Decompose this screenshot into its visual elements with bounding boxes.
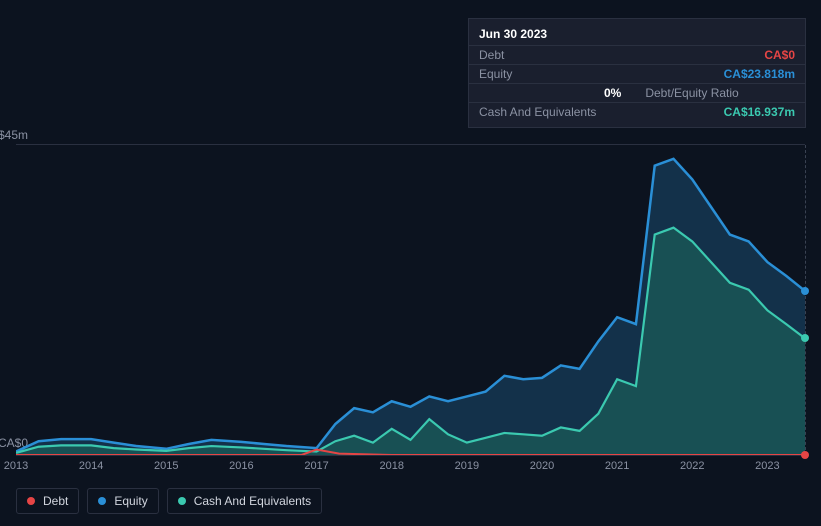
hover-marker-line	[805, 145, 806, 455]
tooltip-row-label: Debt	[479, 48, 504, 62]
series-end-marker	[801, 287, 809, 295]
tooltip-row: Debt CA$0	[469, 45, 805, 64]
x-axis: 2013201420152016201720182019202020212022…	[16, 456, 805, 476]
tooltip-row: Equity CA$23.818m	[469, 64, 805, 83]
tooltip-row: Cash And Equivalents CA$16.937m	[469, 102, 805, 121]
legend-item-debt[interactable]: Debt	[16, 488, 79, 514]
tooltip-row-label: Cash And Equivalents	[479, 105, 596, 119]
tooltip-row-value: CA$23.818m	[724, 67, 795, 81]
chart-legend: Debt Equity Cash And Equivalents	[16, 488, 322, 514]
x-axis-tick: 2018	[379, 460, 403, 472]
legend-item-equity[interactable]: Equity	[87, 488, 158, 514]
financial-chart: CA$45m CA$0 2013201420152016201720182019…	[16, 124, 805, 476]
tooltip-row-value: CA$16.937m	[724, 105, 795, 119]
tooltip-row: 0% Debt/Equity Ratio	[469, 83, 805, 102]
legend-dot-icon	[178, 497, 186, 505]
tooltip-row-value: CA$0	[764, 48, 795, 62]
x-axis-tick: 2014	[79, 460, 103, 472]
x-axis-tick: 2013	[4, 460, 28, 472]
x-axis-tick: 2017	[304, 460, 328, 472]
x-axis-tick: 2021	[605, 460, 629, 472]
series-end-marker	[801, 334, 809, 342]
x-axis-tick: 2019	[455, 460, 479, 472]
chart-svg	[16, 145, 805, 455]
legend-label: Debt	[43, 494, 68, 508]
x-axis-tick: 2023	[755, 460, 779, 472]
tooltip-ratio-label: Debt/Equity Ratio	[645, 86, 738, 100]
chart-tooltip: Jun 30 2023 Debt CA$0 Equity CA$23.818m 0% D…	[468, 18, 806, 128]
x-axis-tick: 2015	[154, 460, 178, 472]
legend-dot-icon	[27, 497, 35, 505]
tooltip-date: Jun 30 2023	[469, 25, 805, 45]
tooltip-row-label: Equity	[479, 67, 512, 81]
legend-label: Equity	[114, 494, 147, 508]
tooltip-ratio-pct: 0%	[604, 86, 621, 100]
y-axis-max-label: CA$45m	[0, 128, 28, 142]
x-axis-tick: 2022	[680, 460, 704, 472]
x-axis-tick: 2016	[229, 460, 253, 472]
legend-label: Cash And Equivalents	[194, 494, 311, 508]
legend-item-cash-and-equivalents[interactable]: Cash And Equivalents	[167, 488, 322, 514]
chart-plot-area[interactable]	[16, 144, 805, 456]
x-axis-tick: 2020	[530, 460, 554, 472]
legend-dot-icon	[98, 497, 106, 505]
